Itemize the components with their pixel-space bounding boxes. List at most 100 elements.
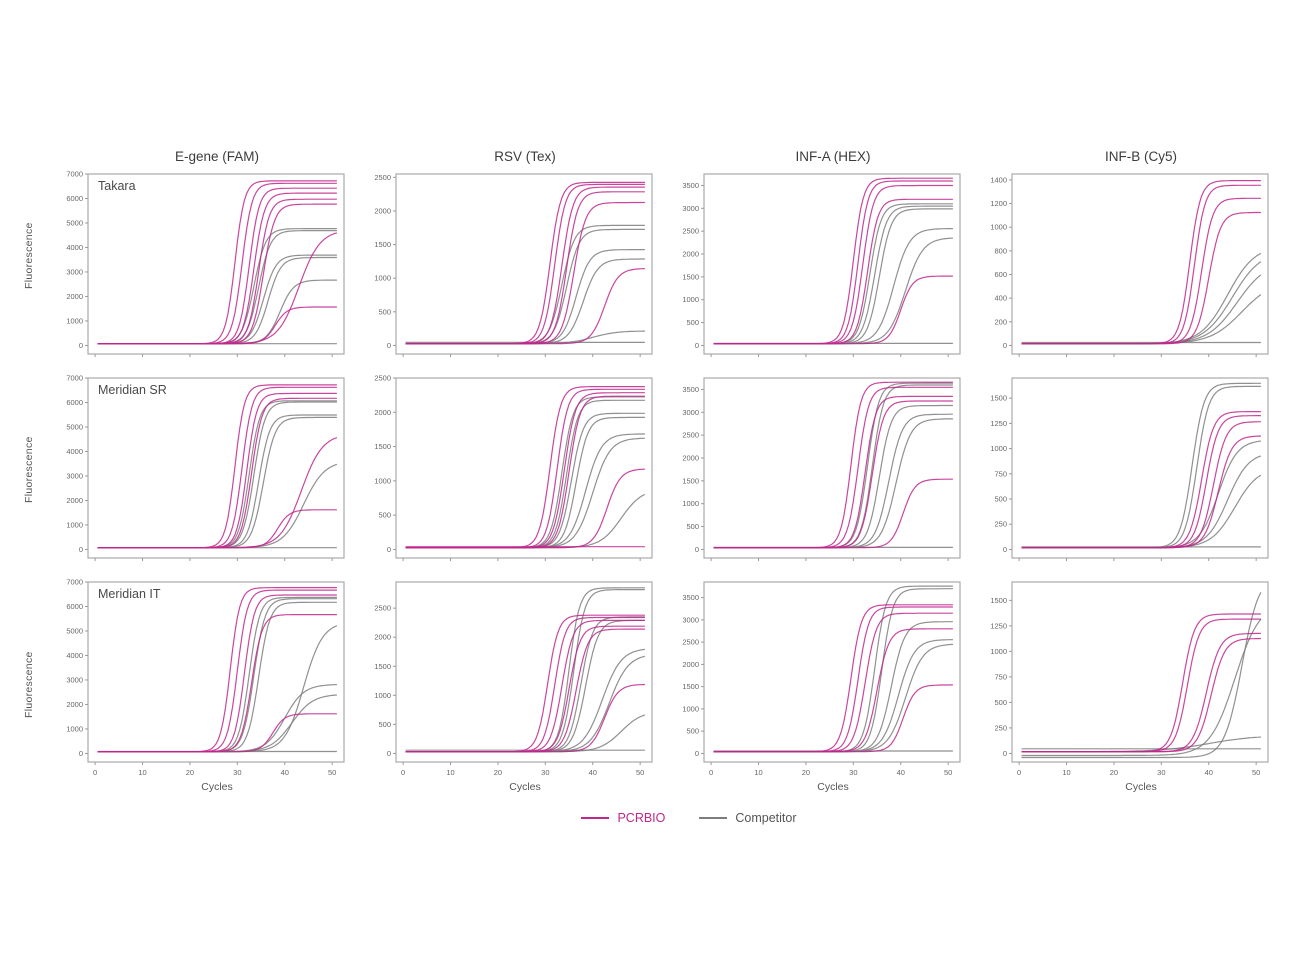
y-tick-label: 500 (686, 522, 699, 531)
subplot-cell-sr-infa: 0 500 1000 1500 2000 2500 3000 3500 (666, 373, 966, 567)
x-tick-label: 0 (93, 768, 97, 777)
x-tick-label: 10 (446, 768, 454, 777)
y-tick-label: 0 (387, 545, 391, 554)
plot-frame (395, 173, 653, 355)
y-tick-label: 3000 (66, 471, 83, 480)
qpcr-subplot: 0 250 500 750 1000 1250 1500 (990, 377, 1269, 561)
x-tick-label: 50 (1252, 768, 1260, 777)
amplification-curve (1021, 211, 1261, 345)
subplot-cell-it-rsv: 0 500 1000 1500 2000 2500 0 10 20 30 40 50 Cycles (358, 577, 658, 793)
x-tick-label: 30 (849, 768, 857, 777)
column-title-rsv: RSV (Tex) (494, 149, 556, 164)
y-axis-label: Fluorescence (23, 222, 35, 289)
amplification-curve (1021, 591, 1262, 759)
column-title-egene: E-gene (FAM) (174, 149, 260, 164)
y-axis-label: Fluorescence (23, 651, 35, 719)
y-tick-label: 1000 (682, 295, 699, 304)
y-tick-label: 2000 (374, 633, 391, 642)
x-axis-label: Cycles (817, 781, 849, 793)
y-tick-label: 1250 (990, 419, 1007, 428)
y-tick-label: 2000 (66, 292, 83, 301)
qpcr-subplot: 0 1000 2000 3000 4000 5000 6000 7000 0 10 20 30 40 50 (66, 578, 345, 777)
y-tick-label: 1500 (990, 394, 1007, 403)
x-tick-label: 30 (541, 768, 549, 777)
y-tick-label: 1000 (682, 704, 699, 713)
amplification-curve (713, 478, 953, 549)
chart-row-meridian-sr: Fluorescence Meridian SR 0 1000 2000 3000 40… (16, 373, 1302, 567)
y-tick-label: 2500 (374, 604, 391, 613)
y-tick-label: 5000 (66, 422, 83, 431)
x-tick-label: 0 (401, 768, 405, 777)
x-tick-label: 30 (233, 768, 241, 777)
qpcr-comparison-figure: Fluorescence E-gene (FAM) Takara 0 1000 20… (16, 149, 1302, 825)
y-tick-label: 250 (994, 520, 1007, 529)
row-label-meridian-it: Meridian IT (98, 587, 161, 601)
subplot-cell-it-infa: 0 500 1000 1500 2000 2500 3000 3500 0 10 20 30 40 50 … (666, 577, 966, 793)
y-tick-label: 1250 (990, 621, 1007, 630)
y-tick-label: 1500 (682, 682, 699, 691)
chart-row-meridian-it: Fluorescence Meridian IT 0 1000 2000 3000 40… (16, 577, 1302, 793)
y-tick-label: 3000 (66, 675, 83, 684)
y-tick-label: 0 (1003, 749, 1007, 758)
y-tick-label: 1000 (990, 444, 1007, 453)
y-tick-label: 1000 (374, 476, 391, 485)
qpcr-subplot: 0 500 1000 1500 2000 2500 (374, 173, 653, 357)
legend: PCRBIO Competitor (76, 811, 1302, 825)
y-tick-label: 6000 (66, 602, 83, 611)
plot-frame (703, 377, 961, 559)
y-tick-label: 500 (994, 495, 1007, 504)
amplification-curve (713, 684, 953, 753)
y-tick-label: 1000 (66, 520, 83, 529)
y-tick-label: 4000 (66, 447, 83, 456)
qpcr-subplot: 0 500 1000 1500 2000 2500 3000 3500 (682, 173, 961, 357)
y-tick-label: 500 (378, 720, 391, 729)
y-tick-label: 1000 (66, 724, 83, 733)
x-tick-label: 10 (1062, 768, 1070, 777)
x-tick-label: 40 (897, 768, 905, 777)
y-tick-label: 2000 (682, 454, 699, 463)
y-tick-label: 1500 (374, 240, 391, 249)
plot-frame (703, 581, 961, 763)
y-tick-label: 3000 (682, 408, 699, 417)
y-tick-label: 800 (994, 246, 1007, 255)
y-tick-label: 2000 (682, 660, 699, 669)
x-tick-label: 40 (1205, 768, 1213, 777)
plot-frame (703, 173, 961, 355)
subplot-cell-it-egene: Meridian IT 0 1000 2000 3000 4000 5000 6000 700… (50, 577, 350, 793)
x-tick-label: 20 (494, 768, 502, 777)
x-tick-label: 20 (802, 768, 810, 777)
y-tick-label: 7000 (66, 170, 83, 179)
y-tick-label: 0 (79, 341, 83, 350)
subplot-cell-it-infb: 0 250 500 750 1000 1250 1500 0 10 20 30 40 50 Cycles (974, 577, 1274, 793)
y-tick-label: 500 (378, 307, 391, 316)
x-tick-label: 40 (589, 768, 597, 777)
x-tick-label: 20 (1110, 768, 1118, 777)
y-tick-label: 500 (686, 727, 699, 736)
y-tick-label: 1000 (990, 223, 1007, 232)
y-tick-label: 400 (994, 294, 1007, 303)
y-tick-label: 1000 (374, 274, 391, 283)
y-tick-label: 1200 (990, 199, 1007, 208)
y-tick-label: 500 (994, 698, 1007, 707)
row-label-meridian-sr: Meridian SR (98, 383, 167, 397)
amplification-curve (97, 509, 337, 549)
y-tick-label: 7000 (66, 374, 83, 383)
subplot-cell-sr-egene: Meridian SR 0 1000 2000 3000 4000 5000 6000 700… (50, 373, 350, 567)
amplification-curve (1021, 435, 1261, 549)
subplot-cell-sr-rsv: 0 500 1000 1500 2000 2500 (358, 373, 658, 567)
qpcr-subplot: 0 500 1000 1500 2000 2500 (374, 374, 653, 561)
x-axis-label: Cycles (201, 781, 233, 793)
y-tick-label: 1000 (990, 647, 1007, 656)
y-tick-label: 1500 (990, 596, 1007, 605)
y-tick-label: 750 (994, 469, 1007, 478)
x-tick-label: 50 (636, 768, 644, 777)
y-tick-label: 500 (686, 318, 699, 327)
y-tick-label: 3000 (66, 267, 83, 276)
y-tick-label: 2500 (374, 374, 391, 383)
y-tick-label: 1000 (66, 316, 83, 325)
subplot-cell-sr-infb: 0 250 500 750 1000 1250 1500 (974, 373, 1274, 567)
y-tick-label: 500 (378, 511, 391, 520)
y-tick-label: 2500 (682, 227, 699, 236)
amplification-curve (405, 268, 645, 345)
x-tick-label: 50 (328, 768, 336, 777)
